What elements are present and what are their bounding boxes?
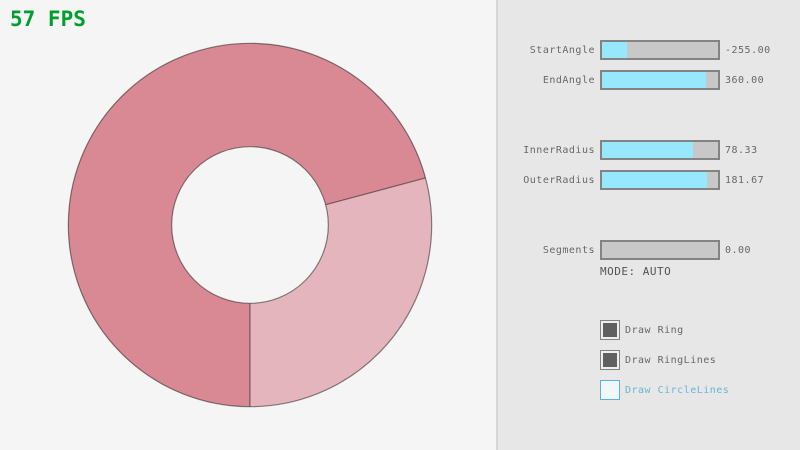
end-angle-slider-fill [602,72,707,88]
outer-radius-value: 181.67 [725,175,765,186]
ring-start-angle-line [325,177,426,206]
draw-ringlines-label: Draw RingLines [625,355,717,366]
draw-circlelines-label: Draw CircleLines [625,385,730,396]
inner-radius-slider-fill [602,142,693,158]
inner-radius-slider[interactable] [600,140,720,160]
start-angle-label: StartAngle [529,45,595,56]
ring-inner-line [171,146,329,304]
ring-overlap-region [68,43,426,407]
draw-circlelines-checkbox[interactable] [600,380,620,400]
start-angle-slider[interactable] [600,40,720,60]
end-angle-row: EndAngle 360.00 [0,70,800,90]
outer-radius-row: OuterRadius 181.67 [0,170,800,190]
inner-radius-row: InnerRadius 78.33 [0,140,800,160]
segments-slider[interactable] [600,240,720,260]
check-mark-icon [603,353,617,367]
end-angle-value: 360.00 [725,75,765,86]
end-angle-label: EndAngle [542,75,595,86]
draw-ring-row: Draw Ring [600,320,800,340]
inner-radius-value: 78.33 [725,145,758,156]
segments-row: Segments 0.00 [0,240,800,260]
draw-ring-label: Draw Ring [625,325,684,336]
segments-label: Segments [542,245,595,256]
start-angle-slider-fill [602,42,628,58]
end-angle-slider[interactable] [600,70,720,90]
start-angle-row: StartAngle -255.00 [0,40,800,60]
segments-value: 0.00 [725,245,752,256]
ring-outer-line [67,42,433,408]
outer-radius-slider[interactable] [600,170,720,190]
segments-mode-label: MODE: AUTO [600,265,672,278]
check-mark-icon [603,323,617,337]
fps-counter: 57 FPS [10,7,86,31]
outer-radius-label: OuterRadius [523,175,595,186]
draw-ring-checkbox[interactable] [600,320,620,340]
draw-ringlines-checkbox[interactable] [600,350,620,370]
outer-radius-slider-fill [602,172,708,188]
inner-radius-label: InnerRadius [523,145,595,156]
start-angle-value: -255.00 [725,45,771,56]
draw-circlelines-row: Draw CircleLines [600,380,800,400]
draw-ringlines-row: Draw RingLines [600,350,800,370]
